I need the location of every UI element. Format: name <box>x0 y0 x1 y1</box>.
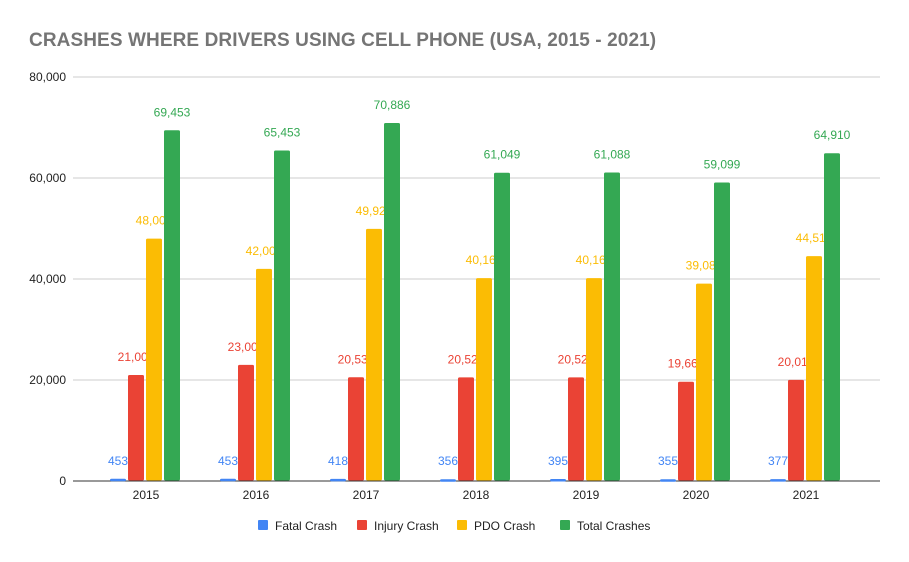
x-tick-label: 2020 <box>683 488 710 502</box>
bar <box>494 172 510 481</box>
data-label: 61,088 <box>594 148 631 162</box>
bar <box>770 479 786 482</box>
data-label: 61,049 <box>484 148 521 162</box>
y-tick-label: 60,000 <box>29 171 66 185</box>
data-label: 453 <box>108 454 128 468</box>
y-tick-label: 0 <box>59 474 66 488</box>
data-label: 69,453 <box>154 105 191 119</box>
x-tick-label: 2016 <box>243 488 270 502</box>
legend-swatch <box>357 520 367 530</box>
bar <box>788 379 804 481</box>
bar <box>146 238 162 481</box>
y-tick-label: 80,000 <box>29 70 66 84</box>
data-label: 70,886 <box>374 98 411 112</box>
legend-label: Fatal Crash <box>275 519 337 533</box>
bar <box>458 377 474 481</box>
bar <box>384 123 400 481</box>
bar <box>678 381 694 481</box>
bar <box>568 377 584 481</box>
x-tick-label: 2019 <box>573 488 600 502</box>
bar <box>550 479 566 482</box>
bar <box>256 268 272 481</box>
bar <box>366 228 382 481</box>
bar <box>274 150 290 481</box>
y-tick-label: 20,000 <box>29 373 66 387</box>
legend-swatch <box>457 520 467 530</box>
bar <box>330 478 346 482</box>
bar <box>348 377 364 481</box>
bar <box>440 479 456 482</box>
bar <box>604 172 620 481</box>
data-label: 355 <box>658 454 678 468</box>
bar <box>128 374 144 481</box>
bar <box>164 130 180 481</box>
bar <box>586 278 602 481</box>
data-label: 418 <box>328 454 348 468</box>
data-label: 356 <box>438 454 458 468</box>
bar <box>110 478 126 482</box>
data-label: 453 <box>218 454 238 468</box>
data-label: 65,453 <box>264 125 301 139</box>
data-label: 59,099 <box>704 158 741 172</box>
x-tick-label: 2015 <box>133 488 160 502</box>
legend-label: PDO Crash <box>474 519 535 533</box>
legend-label: Total Crashes <box>577 519 650 533</box>
legend-swatch <box>258 520 268 530</box>
bar <box>696 283 712 481</box>
legend-swatch <box>560 520 570 530</box>
data-label: 64,910 <box>814 128 851 142</box>
data-label: 377 <box>768 454 788 468</box>
bar <box>476 278 492 481</box>
bar <box>660 479 676 482</box>
bar <box>806 256 822 481</box>
y-tick-label: 40,000 <box>29 272 66 286</box>
bar <box>824 153 840 481</box>
x-tick-label: 2021 <box>793 488 820 502</box>
bar <box>220 478 236 482</box>
chart-title: CRASHES WHERE DRIVERS USING CELL PHONE (… <box>29 30 657 51</box>
data-label: 395 <box>548 454 568 468</box>
x-tick-label: 2017 <box>353 488 380 502</box>
bar <box>238 364 254 481</box>
x-tick-label: 2018 <box>463 488 490 502</box>
bar <box>714 182 730 481</box>
legend-label: Injury Crash <box>374 519 439 533</box>
